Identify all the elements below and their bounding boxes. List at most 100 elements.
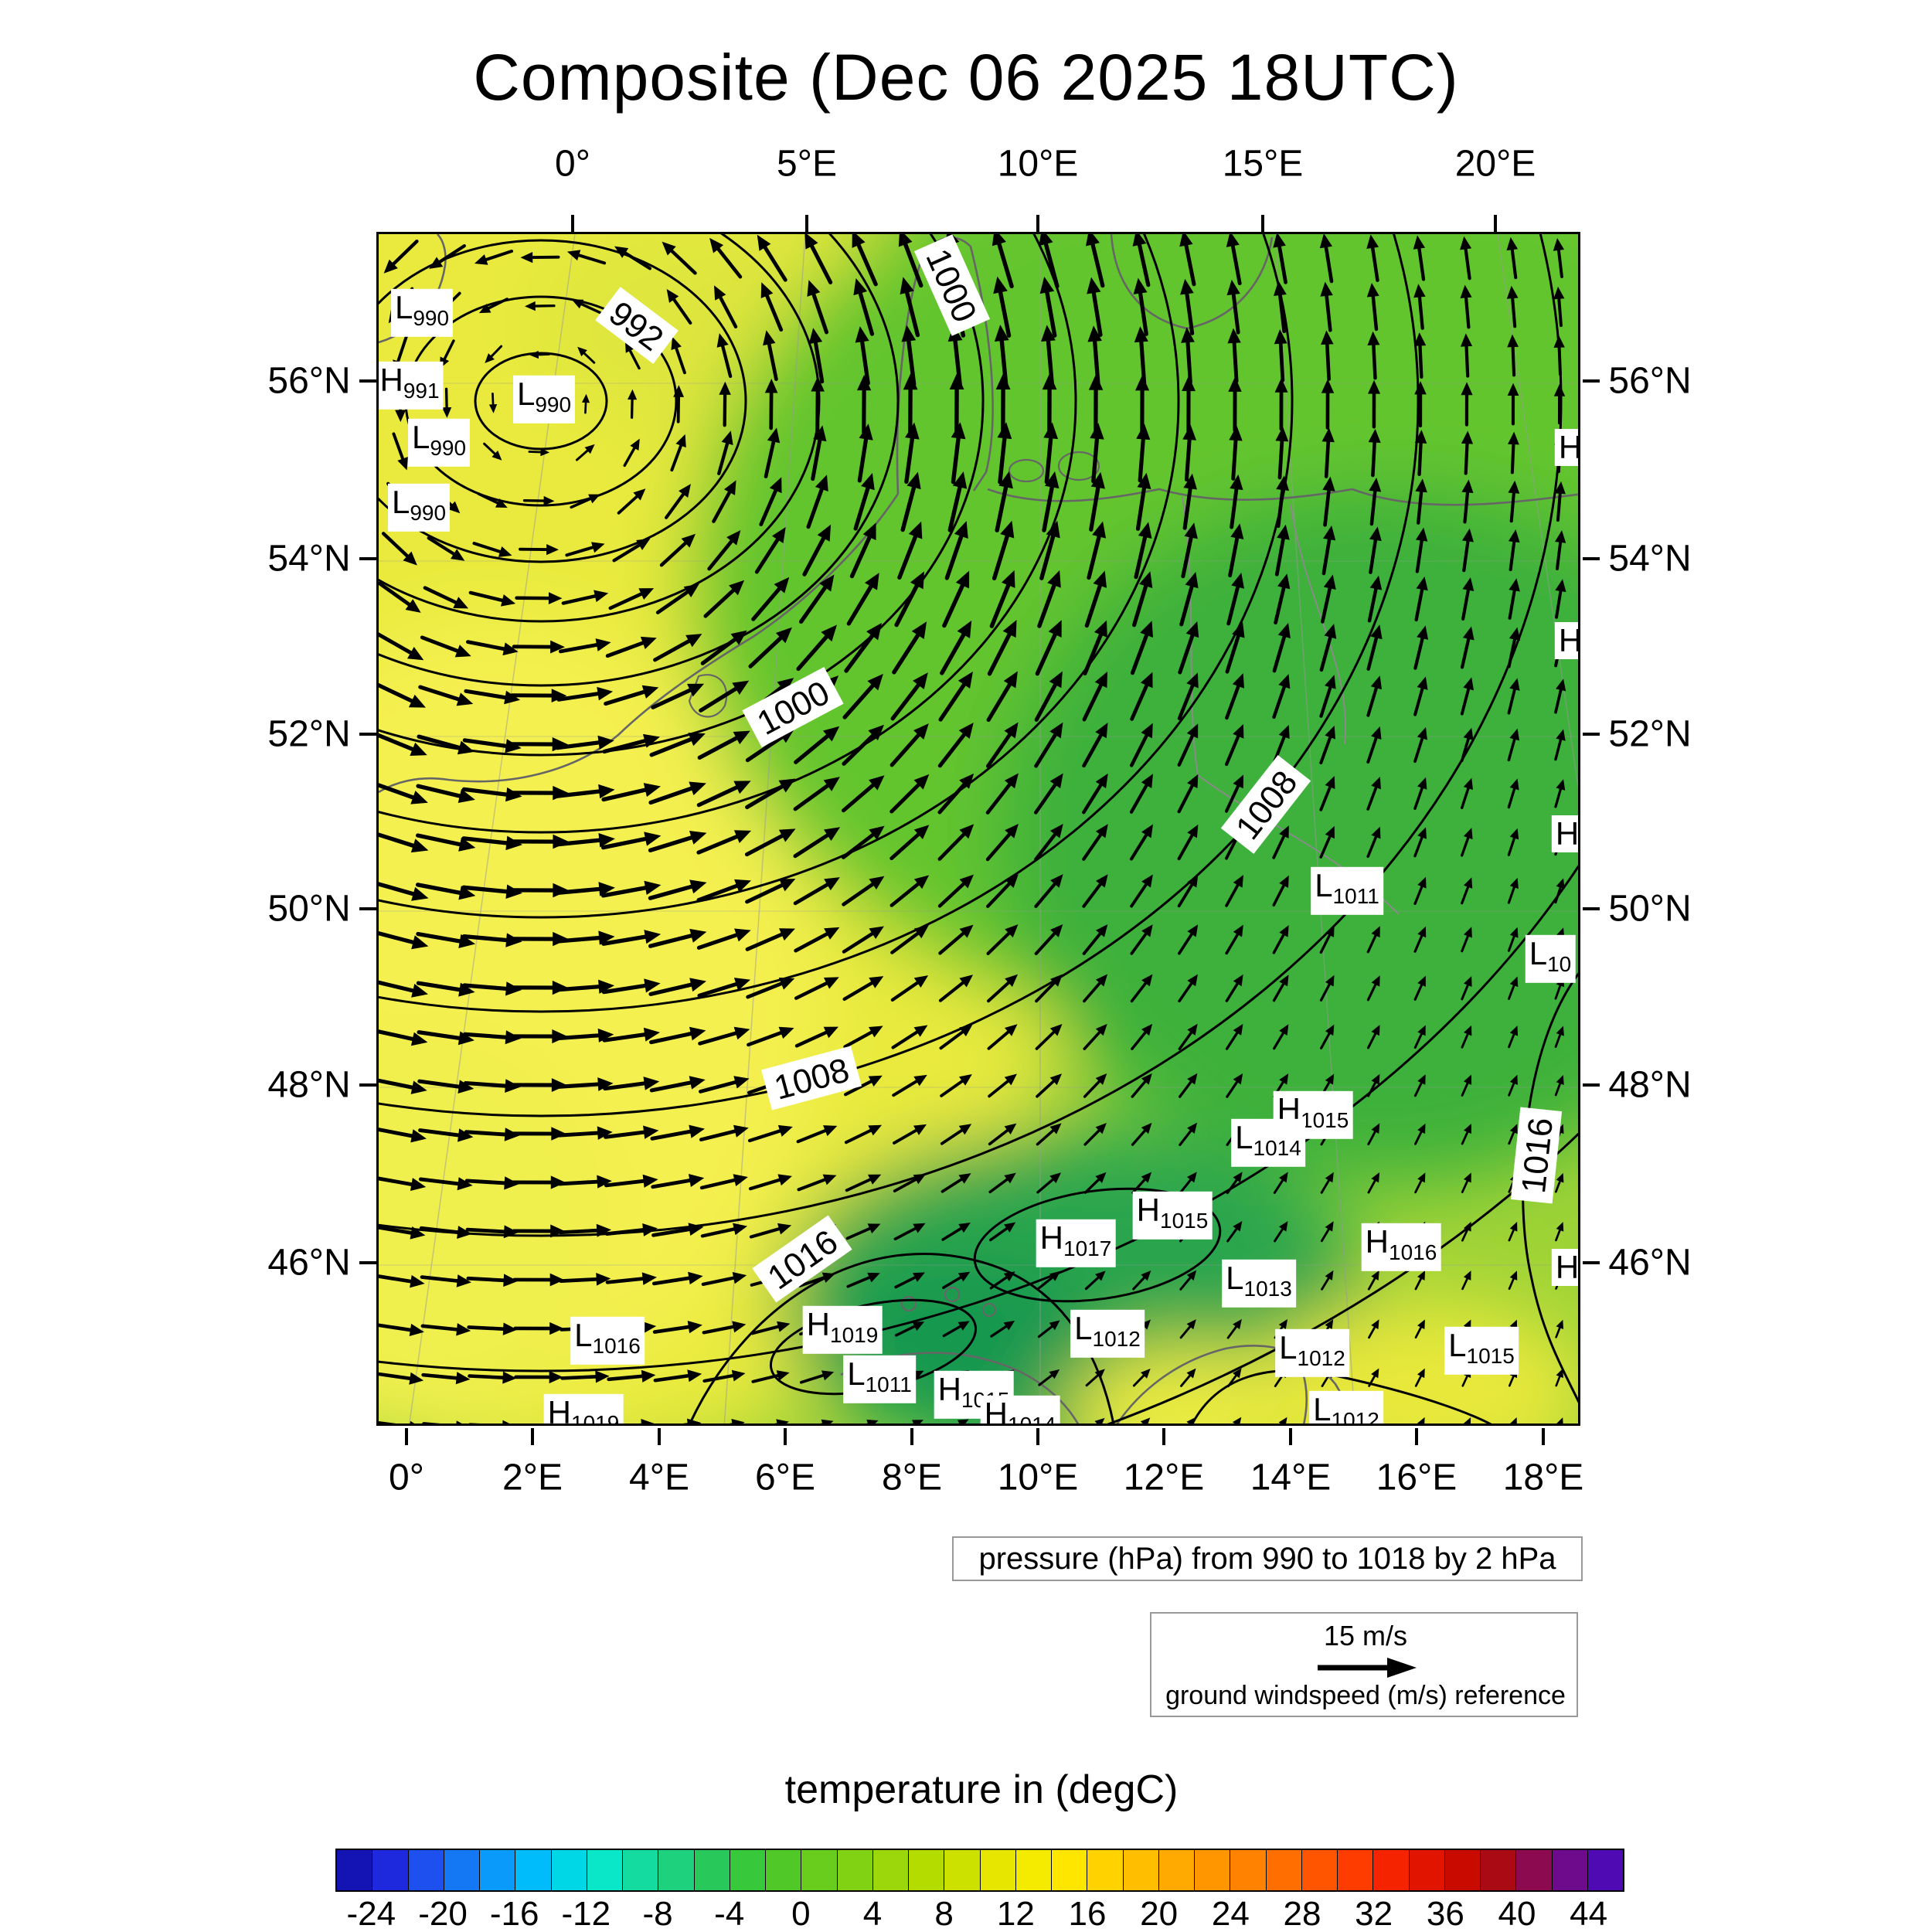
axis-tick: [405, 1428, 408, 1445]
axis-label-left: 52°N: [267, 713, 351, 755]
colorbar-tick-label: 44: [1570, 1895, 1608, 1932]
pressure-note: pressure (hPa) from 990 to 1018 by 2 hPa: [952, 1536, 1583, 1581]
axis-label-top: 5°E: [777, 143, 837, 185]
axis-tick: [359, 1261, 376, 1264]
colorbar-segment: [1158, 1850, 1194, 1890]
pressure-center-h: H1019: [543, 1393, 624, 1423]
colorbar-segment: [979, 1850, 1015, 1890]
pressure-center-l: L990: [512, 375, 576, 424]
colorbar-tick-label: 4: [862, 1895, 883, 1932]
axis-label-right: 50°N: [1608, 888, 1692, 930]
colorbar-title: temperature in (degC): [784, 1767, 1179, 1812]
axis-tick: [531, 1428, 534, 1445]
axis-label-bottom: 12°E: [1123, 1457, 1205, 1498]
axis-tick: [1289, 1428, 1292, 1445]
axis-tick: [910, 1428, 913, 1445]
wind-reference-caption: ground windspeed (m/s) reference: [1165, 1681, 1566, 1710]
pressure-center-h: H1014: [980, 1395, 1060, 1423]
axis-tick: [1583, 379, 1600, 383]
colorbar-tick-label: 24: [1211, 1895, 1250, 1932]
axis-tick: [571, 215, 574, 232]
axis-tick: [1494, 215, 1497, 232]
axis-label-top: 15°E: [1222, 143, 1304, 185]
colorbar-tick-label: 16: [1068, 1895, 1107, 1932]
axis-tick: [359, 1083, 376, 1087]
colorbar-segment: [443, 1850, 479, 1890]
colorbar-segment: [515, 1850, 551, 1890]
axis-tick: [1261, 215, 1264, 232]
axis-label-left: 50°N: [267, 888, 351, 930]
colorbar-segment: [908, 1850, 944, 1890]
pressure-note-text: pressure (hPa) from 990 to 1018 by 2 hPa: [978, 1542, 1556, 1576]
axis-tick: [1036, 1428, 1039, 1445]
axis-tick: [359, 557, 376, 560]
axis-tick: [1583, 557, 1600, 560]
axis-tick: [359, 907, 376, 910]
colorbar-segment: [1194, 1850, 1230, 1890]
pressure-center-h: H1019: [802, 1305, 883, 1355]
colorbar-segment: [836, 1850, 872, 1890]
colorbar-segment: [1444, 1850, 1480, 1890]
colorbar-tick-label: -16: [489, 1895, 539, 1932]
axis-tick: [1583, 1083, 1600, 1087]
colorbar-tick-label: 28: [1283, 1895, 1321, 1932]
pressure-center-h: H1017: [1036, 1219, 1116, 1268]
pressure-center-l: L1011: [1311, 866, 1383, 916]
axis-label-bottom: 14°E: [1250, 1457, 1332, 1498]
colorbar-tick-label: 12: [996, 1895, 1035, 1932]
axis-label-bottom: 0°: [389, 1457, 424, 1498]
colorbar-tick-label: -20: [418, 1895, 468, 1932]
colorbar-segment: [944, 1850, 980, 1890]
colorbar-segment: [372, 1850, 408, 1890]
colorbar-tick-label: 32: [1355, 1895, 1393, 1932]
axis-label-right: 54°N: [1608, 538, 1692, 580]
colorbar-tick-label: -8: [642, 1895, 673, 1932]
pressure-center-l: L1013: [1222, 1259, 1296, 1308]
pressure-center-l: L1012: [1070, 1309, 1145, 1359]
axis-label-top: 10°E: [997, 143, 1079, 185]
axis-tick: [1162, 1428, 1165, 1445]
axis-label-left: 54°N: [267, 538, 351, 580]
axis-label-top: 0°: [555, 143, 590, 185]
colorbar-segment: [1480, 1850, 1516, 1890]
colorbar-segment: [658, 1850, 694, 1890]
isobar-label: 1016: [1510, 1107, 1563, 1204]
axis-label-bottom: 8°E: [882, 1457, 942, 1498]
pressure-center-h: H1016: [1361, 1223, 1441, 1272]
axis-tick: [658, 1428, 661, 1445]
axis-label-bottom: 10°E: [997, 1457, 1079, 1498]
pressure-center-l: L10: [1525, 934, 1576, 984]
colorbar-segment: [479, 1850, 515, 1890]
colorbar-segment: [1337, 1850, 1373, 1890]
colorbar-segment: [1265, 1850, 1301, 1890]
axis-tick: [1583, 1261, 1600, 1264]
axis-label-right: 48°N: [1608, 1064, 1692, 1106]
axis-label-right: 46°N: [1608, 1242, 1692, 1284]
axis-label-bottom: 2°E: [502, 1457, 563, 1498]
axis-label-right: 56°N: [1608, 360, 1692, 402]
pressure-centers-layer: L990 H991 L990 L990 L990 H H H L1011 L10 H1015 L101…: [379, 234, 1578, 1423]
axis-label-bottom: 4°E: [629, 1457, 689, 1498]
colorbar-segment: [1230, 1850, 1266, 1890]
axis-tick: [805, 215, 808, 232]
colorbar-segment: [337, 1850, 372, 1890]
axis-label-left: 56°N: [267, 360, 351, 402]
wind-reference-arrow-icon: [1318, 1658, 1417, 1678]
pressure-center-h: H: [1554, 429, 1578, 466]
pressure-center-h: H1015: [1132, 1191, 1213, 1240]
colorbar-segment: [729, 1850, 765, 1890]
wind-reference-speed: 15 m/s: [1323, 1620, 1408, 1651]
colorbar-segment: [1087, 1850, 1123, 1890]
colorbar-segment: [1408, 1850, 1444, 1890]
colorbar-segment: [407, 1850, 444, 1890]
axis-label-left: 46°N: [267, 1242, 351, 1284]
colorbar-segment: [1122, 1850, 1158, 1890]
colorbar-segment: [622, 1850, 658, 1890]
colorbar-segment: [1051, 1850, 1087, 1890]
colorbar-segment: [872, 1850, 908, 1890]
map-panel: 992 1000 1000 1008 1008 1016 1016 L990 H991 L990…: [376, 232, 1580, 1426]
colorbar-tick-label: -24: [346, 1895, 396, 1932]
